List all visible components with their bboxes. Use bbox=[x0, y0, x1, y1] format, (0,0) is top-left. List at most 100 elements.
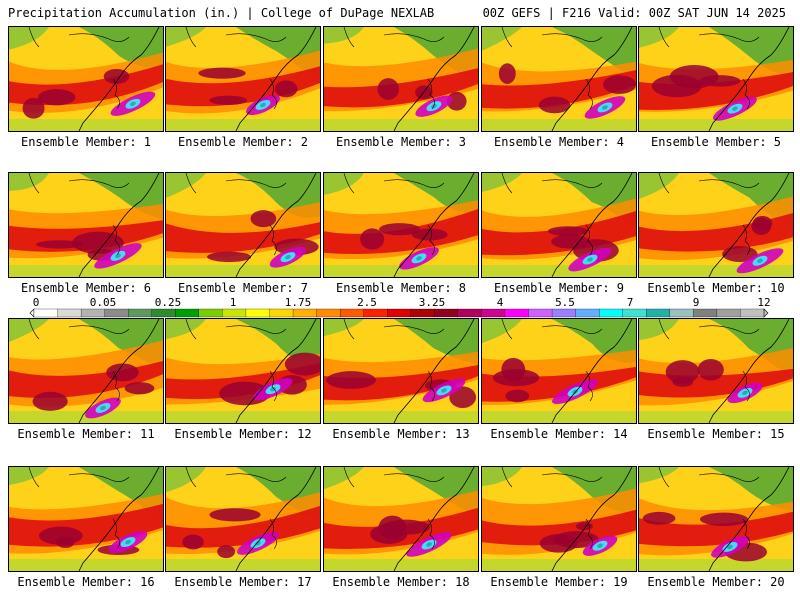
legend-swatch bbox=[128, 308, 153, 318]
ensemble-map-9 bbox=[481, 172, 637, 278]
legend-label: 1.75 bbox=[284, 296, 312, 309]
legend-swatch bbox=[457, 308, 482, 318]
legend-swatch bbox=[339, 308, 365, 318]
precip-map-18 bbox=[324, 467, 478, 571]
ensemble-map-18 bbox=[323, 466, 479, 572]
legend-label: 12 bbox=[757, 296, 771, 309]
ensemble-member-label: Ensemble Member: 15 bbox=[647, 427, 785, 441]
precip-map-8 bbox=[324, 173, 478, 277]
legend-label: 0 bbox=[32, 296, 40, 309]
precip-map-20 bbox=[639, 467, 793, 571]
legend-swatch bbox=[410, 308, 435, 318]
legend-swatch bbox=[33, 308, 58, 318]
ensemble-map-17 bbox=[165, 466, 321, 572]
ensemble-map-20 bbox=[638, 466, 794, 572]
ensemble-member-label: Ensemble Member: 19 bbox=[490, 575, 628, 589]
ensemble-member-label: Ensemble Member: 1 bbox=[20, 135, 152, 149]
ensemble-map-3 bbox=[323, 26, 479, 132]
legend-swatch bbox=[198, 308, 223, 318]
ensemble-member-label: Ensemble Member: 16 bbox=[17, 575, 155, 589]
precip-map-19 bbox=[482, 467, 636, 571]
ensemble-member-label: Ensemble Member: 11 bbox=[17, 427, 155, 441]
ensemble-map-4 bbox=[481, 26, 637, 132]
precip-map-17 bbox=[166, 467, 320, 571]
ensemble-map-12 bbox=[165, 318, 321, 424]
precip-map-1 bbox=[9, 27, 163, 131]
precip-map-14 bbox=[482, 319, 636, 423]
color-scale-legend bbox=[29, 308, 769, 318]
precip-map-3 bbox=[324, 27, 478, 131]
legend-swatch bbox=[669, 308, 694, 318]
ensemble-member-label: Ensemble Member: 10 bbox=[647, 281, 785, 295]
legend-swatch bbox=[740, 308, 765, 318]
ensemble-member-label: Ensemble Member: 5 bbox=[650, 135, 782, 149]
legend-swatch bbox=[599, 308, 624, 318]
ensemble-member-label: Ensemble Member: 9 bbox=[493, 281, 625, 295]
ensemble-map-19 bbox=[481, 466, 637, 572]
legend-swatch bbox=[175, 308, 200, 318]
legend-label: 9 bbox=[692, 296, 700, 309]
legend-swatch bbox=[622, 308, 647, 318]
legend-swatch bbox=[528, 308, 553, 318]
legend-label: 3.25 bbox=[418, 296, 446, 309]
legend-swatch bbox=[646, 308, 671, 318]
legend-swatch bbox=[222, 308, 247, 318]
legend-swatch bbox=[363, 308, 388, 318]
precip-map-2 bbox=[166, 27, 320, 131]
map-title: Precipitation Accumulation (in.) | Colle… bbox=[8, 6, 435, 20]
ensemble-map-2 bbox=[165, 26, 321, 132]
legend-swatch bbox=[693, 308, 718, 318]
ensemble-map-1 bbox=[8, 26, 164, 132]
legend-label: 4 bbox=[496, 296, 504, 309]
legend-swatch bbox=[269, 308, 294, 318]
precip-map-16 bbox=[9, 467, 163, 571]
precip-map-5 bbox=[639, 27, 793, 131]
ensemble-member-label: Ensemble Member: 18 bbox=[332, 575, 470, 589]
legend-swatch bbox=[245, 308, 270, 318]
precip-map-13 bbox=[324, 319, 478, 423]
legend-label: 5.5 bbox=[555, 296, 575, 309]
legend-label: 1 bbox=[229, 296, 237, 309]
ensemble-member-label: Ensemble Member: 14 bbox=[490, 427, 628, 441]
legend-swatch bbox=[80, 308, 106, 318]
precip-map-11 bbox=[9, 319, 163, 423]
legend-swatch bbox=[104, 308, 129, 318]
ensemble-member-label: Ensemble Member: 6 bbox=[20, 281, 152, 295]
legend-max-arrow bbox=[763, 308, 769, 318]
ensemble-member-label: Ensemble Member: 2 bbox=[177, 135, 309, 149]
precip-map-15 bbox=[639, 319, 793, 423]
ensemble-map-8 bbox=[323, 172, 479, 278]
ensemble-member-label: Ensemble Member: 17 bbox=[174, 575, 312, 589]
legend-swatch bbox=[316, 308, 341, 318]
precip-map-10 bbox=[639, 173, 793, 277]
ensemble-member-label: Ensemble Member: 7 bbox=[177, 281, 309, 295]
legend-label: 2.5 bbox=[357, 296, 377, 309]
ensemble-map-16 bbox=[8, 466, 164, 572]
ensemble-member-label: Ensemble Member: 8 bbox=[335, 281, 467, 295]
legend-label: 0.25 bbox=[154, 296, 182, 309]
precip-map-4 bbox=[482, 27, 636, 131]
legend-label: 0.05 bbox=[89, 296, 117, 309]
ensemble-map-13 bbox=[323, 318, 479, 424]
precip-map-12 bbox=[166, 319, 320, 423]
precip-map-6 bbox=[9, 173, 163, 277]
legend-swatch bbox=[434, 308, 459, 318]
ensemble-member-label: Ensemble Member: 4 bbox=[493, 135, 625, 149]
ensemble-member-label: Ensemble Member: 20 bbox=[647, 575, 785, 589]
legend-swatch bbox=[575, 308, 600, 318]
ensemble-map-7 bbox=[165, 172, 321, 278]
legend-label: 7 bbox=[626, 296, 634, 309]
run-info: 00Z GEFS | F216 Valid: 00Z SAT JUN 14 20… bbox=[482, 6, 786, 20]
ensemble-member-label: Ensemble Member: 3 bbox=[335, 135, 467, 149]
ensemble-map-10 bbox=[638, 172, 794, 278]
legend-min-arrow bbox=[29, 308, 35, 318]
legend-swatch bbox=[716, 308, 741, 318]
legend-swatch bbox=[151, 308, 176, 318]
ensemble-map-5 bbox=[638, 26, 794, 132]
legend-swatch bbox=[292, 308, 318, 318]
ensemble-map-11 bbox=[8, 318, 164, 424]
precip-map-9 bbox=[482, 173, 636, 277]
precip-map-7 bbox=[166, 173, 320, 277]
legend-swatch bbox=[387, 308, 412, 318]
ensemble-member-label: Ensemble Member: 13 bbox=[332, 427, 470, 441]
